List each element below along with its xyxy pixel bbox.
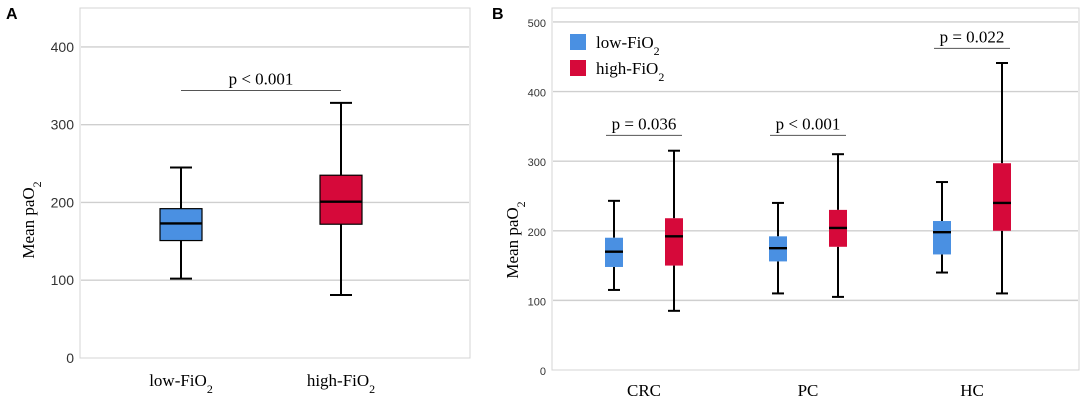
y-tick-label-400: 400 [51, 39, 75, 55]
p-value-label-0: p = 0.036 [612, 114, 677, 133]
box-high-FiO2-2 [993, 61, 1011, 295]
category-label-0: low-FiO2 [149, 371, 213, 396]
box-high-FiO2-0 [319, 101, 363, 296]
box-high-FiO2-1 [829, 153, 847, 298]
box-low-FiO2-1 [769, 201, 787, 295]
y-tick-label-100: 100 [51, 272, 75, 288]
y-tick-label-0: 0 [540, 366, 546, 378]
panel-a-annotations: p < 0.001 [181, 69, 341, 91]
category-label-1: PC [798, 381, 819, 400]
legend-label-0: low-FiO2 [596, 33, 660, 58]
p-value-label-1: p < 0.001 [776, 114, 841, 133]
panel-a-y-ticks: 0 100 200 300 400 [51, 39, 75, 366]
category-label-2: HC [960, 381, 984, 400]
panel-a-y-axis-title: Mean paO2 [19, 181, 44, 258]
box-high-FiO2-0 [665, 149, 683, 312]
panel-b-boxes [605, 61, 1011, 312]
box-low-FiO2-2 [933, 181, 951, 274]
panel-b-annotations: p = 0.036 p < 0.001 p = 0.022 [606, 27, 1010, 136]
y-tick-label-300: 300 [528, 157, 546, 169]
panel-b-gridlines [553, 21, 1078, 302]
panel-a: A 0 100 200 300 400 p < 0.001 Mean paO2 low-… [6, 6, 471, 396]
y-tick-label-0: 0 [66, 350, 74, 366]
panel-a-category-labels: low-FiO2 high-FiO2 [149, 371, 375, 396]
panel-b-y-axis-title: Mean paO2 [503, 201, 528, 278]
box-iqr [993, 163, 1011, 231]
legend-label-1: high-FiO2 [596, 59, 664, 84]
p-value-label-0: p < 0.001 [229, 69, 294, 88]
y-tick-label-100: 100 [528, 296, 546, 308]
y-tick-label-400: 400 [528, 88, 546, 100]
y-tick-label-200: 200 [51, 194, 75, 210]
box-iqr [933, 221, 951, 255]
category-label-0: CRC [627, 381, 661, 400]
panel-a-gridlines [81, 46, 469, 281]
box-low-FiO2-0 [159, 166, 203, 280]
legend-swatch-1 [570, 60, 586, 76]
y-tick-label-200: 200 [528, 227, 546, 239]
panel-b-frame [551, 7, 1080, 371]
panel-b-category-labels: CRC PC HC [627, 381, 984, 400]
box-iqr [319, 174, 363, 225]
panel-a-letter: A [6, 6, 18, 23]
panel-b-y-ticks: 0 100 200 300 400 500 [528, 18, 546, 378]
y-tick-label-500: 500 [528, 18, 546, 30]
p-value-label-2: p = 0.022 [940, 27, 1005, 46]
panel-b-letter: B [492, 6, 504, 23]
category-label-1: high-FiO2 [307, 371, 375, 396]
box-iqr [665, 218, 683, 266]
legend-swatch-0 [570, 34, 586, 50]
box-low-FiO2-0 [605, 199, 623, 291]
y-tick-label-300: 300 [51, 117, 75, 133]
panel-a-boxes [159, 101, 363, 296]
panel-a-frame [79, 7, 471, 359]
